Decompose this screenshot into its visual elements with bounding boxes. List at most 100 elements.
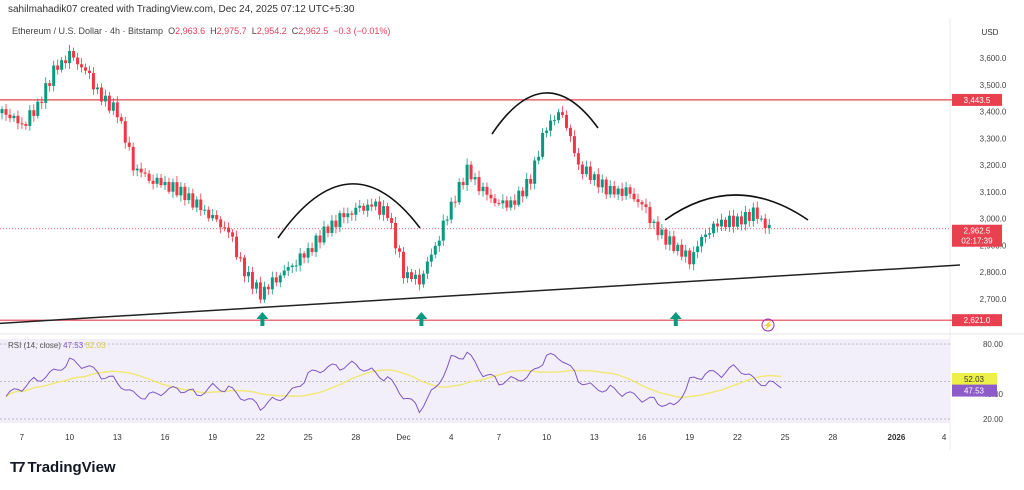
candle-body [171, 182, 175, 192]
candle-body [318, 235, 322, 243]
price-tick: 3,600.0 [980, 54, 1007, 63]
candle-body [433, 245, 437, 255]
candle-body [219, 219, 223, 228]
candle-body [513, 200, 517, 205]
candle-body [473, 177, 477, 180]
candle-body [616, 188, 620, 195]
candle-body [0, 109, 4, 114]
time-tick: 25 [781, 433, 790, 442]
tradingview-logo[interactable]: T7 TradingView [10, 459, 116, 476]
candle-body [298, 253, 302, 266]
candle-body [624, 187, 628, 196]
rsi-ma-label-bg [952, 372, 997, 385]
candle-body [56, 65, 60, 70]
candle-body [366, 204, 370, 211]
candle-body [374, 201, 378, 207]
symbol-legend: Ethereum / U.S. Dollar · 4h · Bitstamp O… [12, 26, 390, 36]
candle-body [429, 254, 433, 262]
candle-body [716, 223, 720, 227]
candle-body [370, 204, 374, 207]
price-tick: 3,500.0 [980, 81, 1007, 90]
candle-body [330, 220, 334, 233]
symbol-name[interactable]: Ethereum / U.S. Dollar · 4h · Bitstamp [12, 26, 164, 36]
low-value: 2,954.2 [256, 26, 287, 36]
candle-body [187, 193, 191, 201]
time-tick: 2026 [888, 433, 906, 442]
candle-body [24, 124, 28, 126]
candle-body [20, 123, 24, 125]
candle-body [378, 201, 382, 215]
candle-body [517, 190, 521, 205]
candle-body [143, 172, 147, 174]
candle-body [211, 215, 215, 219]
candle-body [497, 203, 501, 205]
candle-body [278, 275, 282, 283]
candle-body [354, 207, 358, 215]
high-label: H [210, 26, 217, 36]
candle-body [592, 174, 596, 181]
candle-body [660, 229, 664, 236]
candle-body [572, 136, 576, 154]
candle-body [501, 200, 505, 204]
time-tick: 28 [828, 433, 837, 442]
candle-body [119, 117, 123, 122]
logo-text: TradingView [27, 459, 116, 476]
time-tick: 25 [304, 433, 313, 442]
candle-body [612, 186, 616, 195]
candle-body [584, 166, 588, 175]
candle-body [127, 142, 131, 147]
candle-body [163, 182, 167, 186]
rsi-ma-line [5, 369, 782, 398]
time-tick: 7 [497, 433, 502, 442]
candle-body [322, 226, 326, 243]
candle-body [155, 177, 159, 184]
candle-body [636, 199, 640, 203]
candle-body [135, 168, 139, 171]
candle-body [684, 250, 688, 257]
price-tick: 3,100.0 [980, 188, 1007, 197]
candle-body [4, 109, 8, 115]
pattern-arc [277, 183, 421, 239]
candle-body [44, 83, 48, 103]
candle-body [246, 272, 250, 277]
candle-body [743, 211, 747, 225]
rsi-line [5, 351, 782, 414]
price-tick: 3,400.0 [980, 108, 1007, 117]
price-tick: 3,200.0 [980, 161, 1007, 170]
candle-body [107, 95, 111, 111]
candle-body [720, 219, 723, 227]
price-chart[interactable]: USD 3,600.0 3,500.0 3,400.0 3,300.0 3,200.0 3,… [0, 0, 1024, 450]
candle-body [652, 221, 656, 224]
candle-body [358, 205, 362, 208]
trendline [0, 264, 961, 325]
candle-body [708, 233, 712, 235]
candle-body [382, 206, 386, 215]
candle-body [199, 199, 203, 211]
candle-body [640, 202, 644, 205]
candle-body [294, 265, 298, 267]
support-label-bg [952, 314, 1002, 327]
rsi-ma-label: 52.03 [964, 375, 985, 384]
candle-body [648, 207, 652, 224]
candle-body [250, 272, 254, 289]
rsi-label[interactable]: RSI (14, close) [8, 341, 61, 350]
candle-body [80, 64, 84, 68]
candle-body [529, 178, 533, 184]
currency-label: USD [982, 28, 999, 37]
candle-body [739, 216, 743, 225]
candle-body [139, 168, 143, 173]
candle-body [680, 244, 684, 257]
candle-body [8, 114, 12, 119]
candle-body [306, 248, 310, 258]
candle-body [147, 173, 151, 181]
candle-body [445, 219, 449, 221]
price-tick: 3,000.0 [980, 215, 1007, 224]
candle-body [485, 186, 489, 195]
candle-body [390, 218, 394, 223]
close-label: C [291, 26, 299, 36]
candle-body [723, 219, 727, 228]
candle-body [521, 190, 525, 197]
last-price-label-bg [952, 224, 1002, 247]
candle-body [549, 120, 553, 131]
candle-body [274, 277, 278, 283]
